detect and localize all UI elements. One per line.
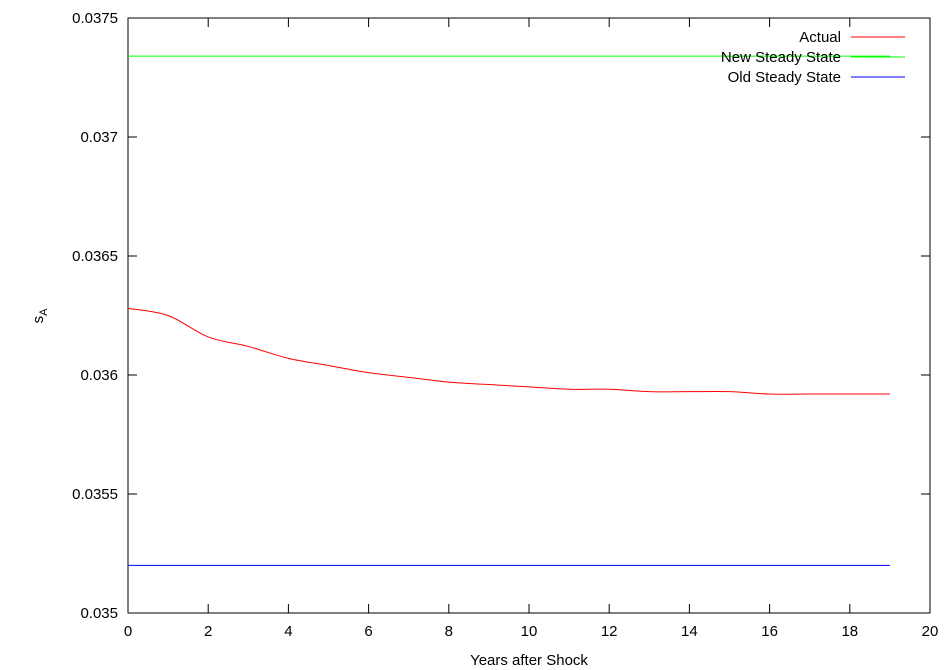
series-line-actual bbox=[127, 307, 890, 395]
y-tick-label: 0.036 bbox=[80, 367, 118, 384]
y-axis-title: sA bbox=[30, 308, 50, 324]
x-tick-label: 14 bbox=[681, 623, 698, 640]
x-tick-label: 6 bbox=[364, 623, 372, 640]
legend: Actual New Steady State Old Steady State bbox=[721, 29, 905, 86]
x-tick-label: 20 bbox=[922, 623, 939, 640]
legend-label-actual: Actual bbox=[799, 29, 841, 46]
legend-label-old-steady-state: Old Steady State bbox=[728, 69, 841, 86]
y-tick-label: 0.0365 bbox=[72, 248, 118, 265]
y-tick-label: 0.0355 bbox=[72, 486, 118, 503]
x-axis-title: Years after Shock bbox=[470, 652, 588, 669]
y-tick-label: 0.037 bbox=[80, 129, 118, 146]
x-tick-label: 10 bbox=[521, 623, 538, 640]
series-lines bbox=[127, 55, 890, 566]
x-tick-label: 18 bbox=[841, 623, 858, 640]
y-tick-label: 0.035 bbox=[80, 605, 118, 622]
axis-ticks: 0 2 4 6 8 10 12 14 16 18 20 0.035 0.0355 0.036 0.0365 0… bbox=[72, 10, 938, 640]
x-tick-label: 2 bbox=[204, 623, 212, 640]
x-tick-label: 16 bbox=[761, 623, 778, 640]
x-tick-label: 8 bbox=[445, 623, 453, 640]
x-tick-label: 0 bbox=[124, 623, 132, 640]
legend-label-new-steady-state: New Steady State bbox=[721, 49, 841, 66]
plot-frame bbox=[127, 17, 931, 614]
y-tick-label: 0.0375 bbox=[72, 10, 118, 27]
x-tick-label: 4 bbox=[284, 623, 292, 640]
x-tick-label: 12 bbox=[601, 623, 618, 640]
